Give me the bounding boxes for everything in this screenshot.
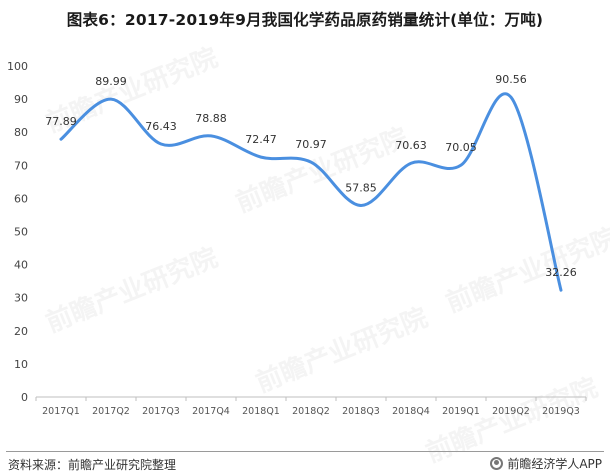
- chart-title: 图表6：2017-2019年9月我国化学药品原药销量统计(单位：万吨): [66, 11, 544, 29]
- data-label: 78.88: [195, 112, 227, 125]
- x-tick-label: 2019Q1: [442, 406, 480, 417]
- y-tick-label: 0: [21, 391, 28, 404]
- series: [59, 92, 563, 292]
- x-tick-label: 2019Q3: [542, 406, 580, 417]
- x-tick-label: 2018Q1: [242, 406, 280, 417]
- y-tick-label: 10: [14, 358, 28, 371]
- series-line: [59, 92, 563, 292]
- x-tick-label: 2017Q2: [92, 406, 130, 417]
- y-tick-label: 20: [14, 325, 28, 338]
- y-tick-label: 70: [14, 159, 28, 172]
- x-tick-label: 2018Q4: [392, 406, 430, 417]
- data-label: 76.43: [145, 120, 177, 133]
- data-label: 70.05: [445, 141, 477, 154]
- y-tick-label: 50: [14, 226, 28, 239]
- data-label: 57.85: [345, 182, 377, 195]
- x-tick-label: 2018Q2: [292, 406, 330, 417]
- data-label: 70.97: [295, 138, 327, 151]
- y-axis: 0 10 20 30 40 50 60 70 80 90 100: [7, 60, 28, 404]
- x-tick-label: 2017Q4: [192, 406, 230, 417]
- y-tick-label: 30: [14, 292, 28, 305]
- x-tick-label: 2017Q1: [42, 406, 80, 417]
- y-tick-label: 80: [14, 126, 28, 139]
- x-tick-label: 2018Q3: [342, 406, 380, 417]
- brand-name: 前瞻经济学人APP: [507, 457, 602, 471]
- x-axis: 2017Q1 2017Q2 2017Q3 2017Q4 2018Q1 2018Q2 2018…: [35, 396, 587, 417]
- data-label: 89.99: [95, 75, 127, 88]
- footer-divider: [6, 451, 604, 452]
- brand-logo-icon: [490, 457, 504, 470]
- y-tick-label: 60: [14, 192, 28, 205]
- data-label: 70.63: [395, 139, 427, 152]
- data-label: 72.47: [245, 133, 277, 146]
- x-tick-label: 2019Q2: [492, 406, 530, 417]
- x-tick-label: 2017Q3: [142, 406, 180, 417]
- data-label: 32.26: [545, 266, 577, 279]
- source-note: 资料来源：前瞻产业研究院整理: [8, 458, 177, 472]
- y-tick-label: 90: [14, 93, 28, 106]
- brand: 前瞻经济学人APP: [490, 455, 602, 472]
- y-tick-label: 40: [14, 259, 28, 272]
- data-label: 77.89: [45, 115, 77, 128]
- data-labels: 77.89 89.99 76.43 78.88 72.47 70.97 57.85 70.63…: [45, 73, 577, 279]
- y-tick-label: 100: [7, 60, 28, 73]
- data-label: 90.56: [495, 73, 527, 86]
